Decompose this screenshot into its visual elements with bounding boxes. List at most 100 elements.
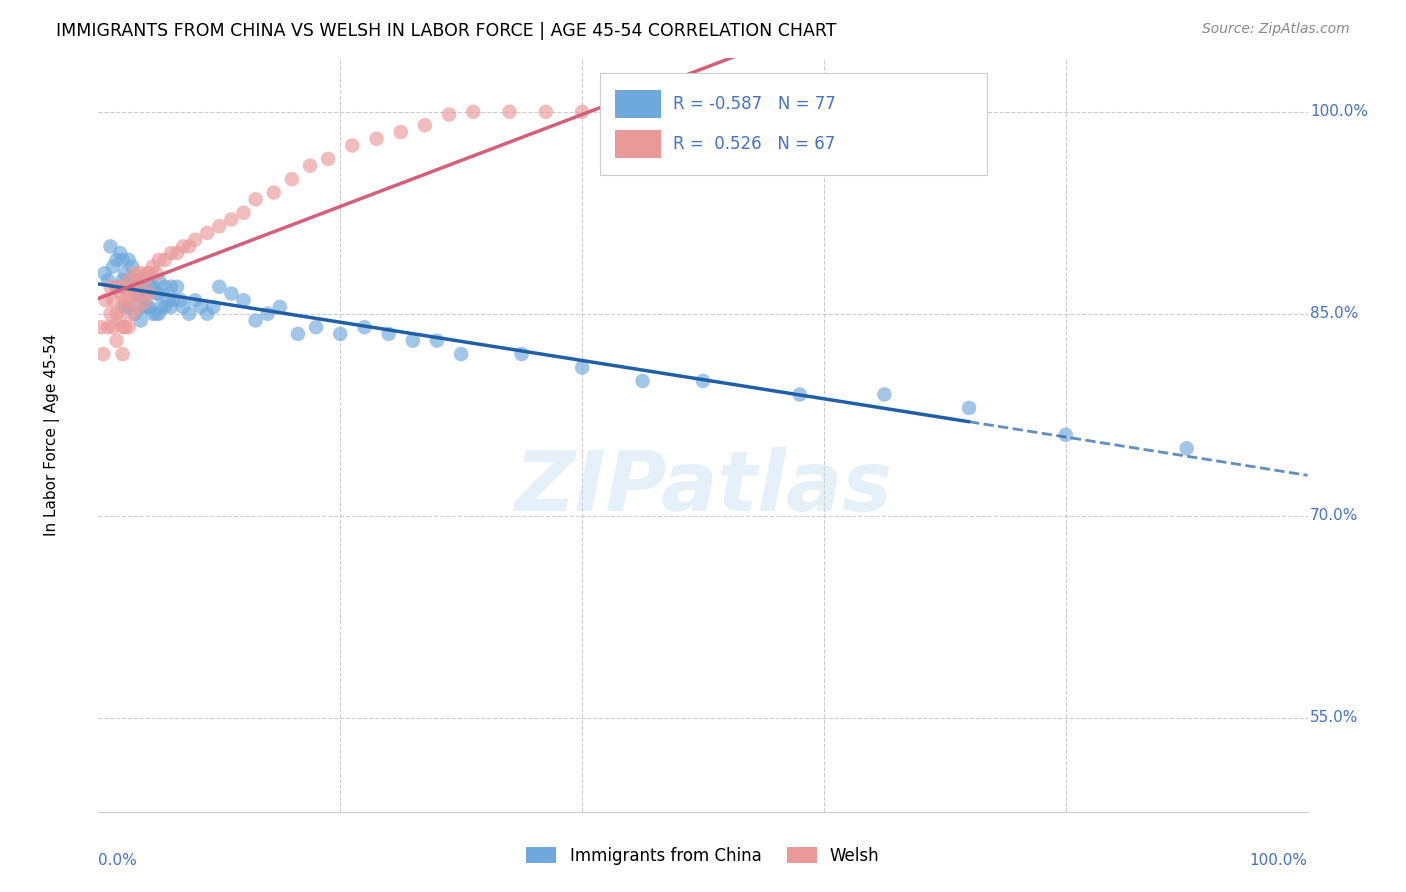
Legend: Immigrants from China, Welsh: Immigrants from China, Welsh bbox=[520, 840, 886, 871]
Point bbox=[172, 239, 194, 253]
Point bbox=[269, 300, 291, 314]
Point bbox=[145, 266, 167, 280]
Point bbox=[281, 172, 304, 186]
Point bbox=[134, 300, 156, 314]
Point bbox=[91, 347, 114, 361]
Point bbox=[402, 334, 425, 348]
Text: 100.0%: 100.0% bbox=[1310, 104, 1368, 120]
Point bbox=[111, 252, 134, 267]
Point bbox=[118, 273, 141, 287]
Point bbox=[105, 252, 128, 267]
Point bbox=[118, 252, 141, 267]
Point bbox=[166, 246, 188, 260]
Point bbox=[105, 334, 128, 348]
Point bbox=[111, 280, 134, 294]
Point bbox=[172, 300, 194, 314]
Point bbox=[124, 286, 146, 301]
Point bbox=[90, 320, 112, 334]
Point bbox=[148, 273, 170, 287]
Point bbox=[127, 300, 149, 314]
Point bbox=[121, 280, 143, 294]
Point bbox=[111, 273, 134, 287]
Point bbox=[426, 334, 449, 348]
Point bbox=[184, 233, 207, 247]
Point bbox=[160, 246, 183, 260]
Point bbox=[129, 273, 152, 287]
Text: 100.0%: 100.0% bbox=[1250, 853, 1308, 868]
Point bbox=[135, 286, 157, 301]
Text: ZIPatlas: ZIPatlas bbox=[515, 447, 891, 528]
Point bbox=[118, 273, 141, 287]
Point bbox=[105, 280, 128, 294]
Point bbox=[93, 266, 115, 280]
Point bbox=[101, 260, 124, 274]
FancyBboxPatch shape bbox=[614, 89, 661, 119]
Point bbox=[101, 320, 124, 334]
FancyBboxPatch shape bbox=[614, 129, 661, 158]
Point bbox=[157, 293, 180, 308]
Point bbox=[153, 252, 176, 267]
Point bbox=[256, 307, 278, 321]
Point bbox=[124, 273, 146, 287]
Point bbox=[208, 219, 231, 234]
Point bbox=[166, 280, 188, 294]
Point bbox=[668, 104, 690, 119]
Point bbox=[195, 226, 218, 240]
Point bbox=[124, 280, 146, 294]
Point bbox=[179, 239, 201, 253]
Text: 0.0%: 0.0% bbox=[98, 853, 138, 868]
Point bbox=[450, 347, 472, 361]
Point bbox=[263, 186, 285, 200]
Point bbox=[1175, 442, 1198, 456]
Point bbox=[138, 280, 160, 294]
Point bbox=[353, 320, 375, 334]
Point bbox=[160, 280, 183, 294]
Point bbox=[127, 273, 149, 287]
Point bbox=[631, 374, 654, 388]
Point bbox=[208, 280, 231, 294]
Point bbox=[129, 286, 152, 301]
Point bbox=[179, 307, 201, 321]
Point bbox=[377, 326, 399, 341]
Point bbox=[287, 326, 309, 341]
Point bbox=[232, 293, 254, 308]
Point bbox=[111, 320, 134, 334]
Point bbox=[148, 307, 170, 321]
Point bbox=[135, 300, 157, 314]
Point bbox=[1054, 428, 1077, 442]
Point bbox=[114, 320, 136, 334]
Point bbox=[142, 307, 165, 321]
Point bbox=[160, 300, 183, 314]
Point bbox=[299, 159, 322, 173]
Point bbox=[124, 266, 146, 280]
Point bbox=[202, 300, 225, 314]
Point bbox=[105, 307, 128, 321]
Point bbox=[366, 132, 388, 146]
Point bbox=[138, 286, 160, 301]
Point bbox=[111, 280, 134, 294]
Point bbox=[437, 107, 460, 121]
Point bbox=[124, 307, 146, 321]
Point bbox=[97, 320, 120, 334]
Point bbox=[108, 246, 131, 260]
Point bbox=[108, 280, 131, 294]
Point bbox=[142, 280, 165, 294]
Point bbox=[100, 239, 122, 253]
Point bbox=[127, 286, 149, 301]
Point bbox=[135, 266, 157, 280]
Point bbox=[190, 300, 212, 314]
Point bbox=[100, 280, 122, 294]
Point bbox=[245, 192, 267, 206]
Point bbox=[134, 296, 156, 310]
Point bbox=[510, 347, 533, 361]
Point bbox=[329, 326, 352, 341]
Point bbox=[108, 286, 131, 301]
Point bbox=[105, 280, 128, 294]
Point bbox=[121, 307, 143, 321]
Point bbox=[221, 212, 243, 227]
Point bbox=[118, 320, 141, 334]
Point bbox=[94, 293, 117, 308]
Point bbox=[145, 307, 167, 321]
Point bbox=[142, 260, 165, 274]
Point bbox=[121, 260, 143, 274]
